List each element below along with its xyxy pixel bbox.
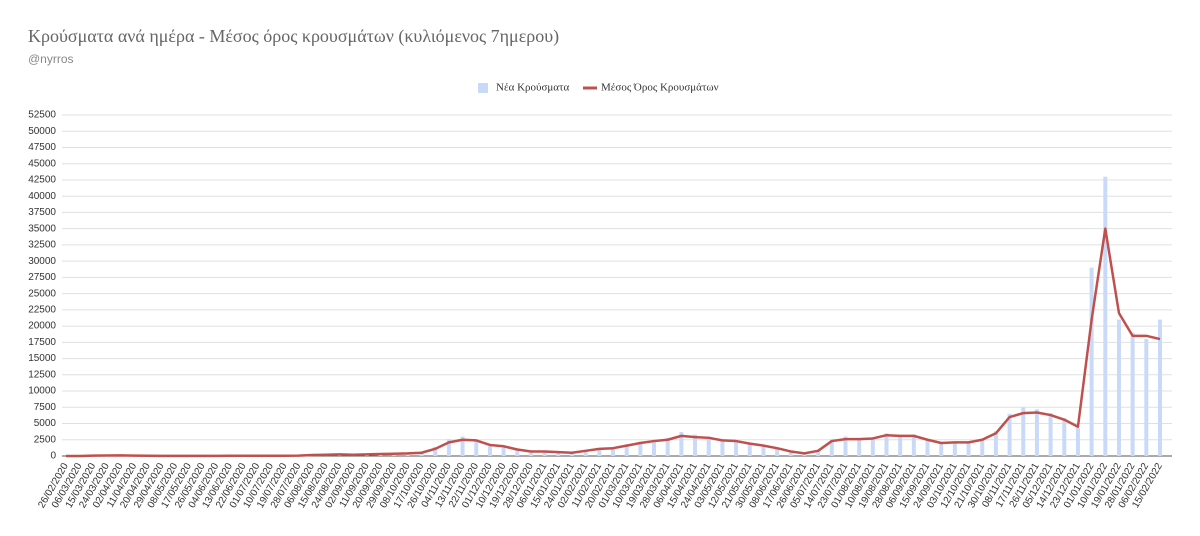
bar (528, 452, 533, 456)
bar (638, 441, 643, 456)
bar (597, 448, 602, 456)
bar (788, 452, 793, 456)
bar (665, 437, 670, 456)
bar (911, 434, 916, 456)
bar (802, 453, 807, 456)
bar (1021, 407, 1026, 456)
bar (857, 438, 862, 456)
bar (1103, 176, 1108, 456)
bar (1062, 418, 1067, 456)
y-tick-label: 12500 (28, 369, 56, 380)
bar (816, 450, 821, 456)
bar (1075, 428, 1080, 456)
legend-label: Μέσος Όρος Κρουσμάτων (601, 82, 719, 94)
bar (939, 443, 944, 456)
y-tick-label: 15000 (28, 353, 56, 364)
chart-title: Κρούσματα ανά ημέρα - Μέσος όρος κρουσμά… (28, 26, 559, 47)
bar (446, 439, 451, 456)
y-tick-label: 5000 (34, 418, 57, 429)
y-tick-label: 2500 (34, 434, 57, 445)
bar (652, 439, 657, 456)
y-tick-label: 52500 (28, 110, 56, 121)
bar (747, 443, 752, 456)
bar (775, 448, 780, 456)
bar (542, 450, 547, 456)
bar (1144, 339, 1149, 456)
bar (884, 433, 889, 456)
chart-subtitle: @nyrros (28, 52, 74, 66)
bar (1034, 409, 1039, 456)
y-tick-label: 37500 (28, 207, 56, 218)
y-tick-label: 47500 (28, 142, 56, 153)
y-tick-label: 25000 (28, 288, 56, 299)
bar (624, 444, 629, 456)
bar (611, 447, 615, 456)
y-tick-label: 7500 (34, 402, 57, 413)
bar (870, 437, 875, 456)
y-tick-label: 30000 (28, 256, 56, 267)
bar (993, 431, 998, 456)
bar (761, 446, 766, 456)
bar (966, 443, 971, 456)
bar (706, 436, 711, 456)
bar (556, 452, 561, 456)
bar (829, 439, 834, 456)
y-tick-label: 45000 (28, 158, 56, 169)
bar (474, 441, 479, 456)
y-tick-label: 35000 (28, 223, 56, 234)
bar (679, 431, 684, 456)
y-tick-label: 50000 (28, 126, 56, 137)
bar (583, 450, 588, 456)
bar (569, 453, 574, 456)
bar (720, 439, 725, 456)
y-tick-label: 0 (50, 451, 56, 462)
bar (952, 441, 957, 456)
y-tick-label: 22500 (28, 304, 56, 315)
bar (693, 434, 698, 456)
bar (1130, 332, 1135, 456)
bar (433, 446, 438, 456)
y-tick-label: 10000 (28, 386, 56, 397)
y-tick-label: 40000 (28, 191, 56, 202)
y-tick-label: 32500 (28, 240, 56, 251)
line (65, 227, 1161, 458)
bar (460, 436, 465, 456)
bar (1089, 267, 1094, 456)
legend-label: Νέα Κρούσματα (496, 82, 569, 94)
bar (501, 447, 506, 456)
bar (487, 446, 492, 456)
bar (1116, 319, 1121, 456)
bar (734, 439, 739, 456)
y-tick-label: 42500 (28, 175, 56, 186)
y-tick-label: 17500 (28, 337, 56, 348)
bar (898, 435, 903, 456)
legend-swatch (478, 83, 488, 93)
bar (843, 436, 848, 456)
bar (1158, 319, 1162, 456)
bar (1007, 413, 1012, 456)
bar (515, 450, 520, 456)
bar (925, 439, 930, 456)
bar (419, 452, 424, 456)
bar (980, 439, 985, 456)
bar (1048, 413, 1053, 456)
y-tick-label: 20000 (28, 321, 56, 332)
y-tick-label: 27500 (28, 272, 56, 283)
